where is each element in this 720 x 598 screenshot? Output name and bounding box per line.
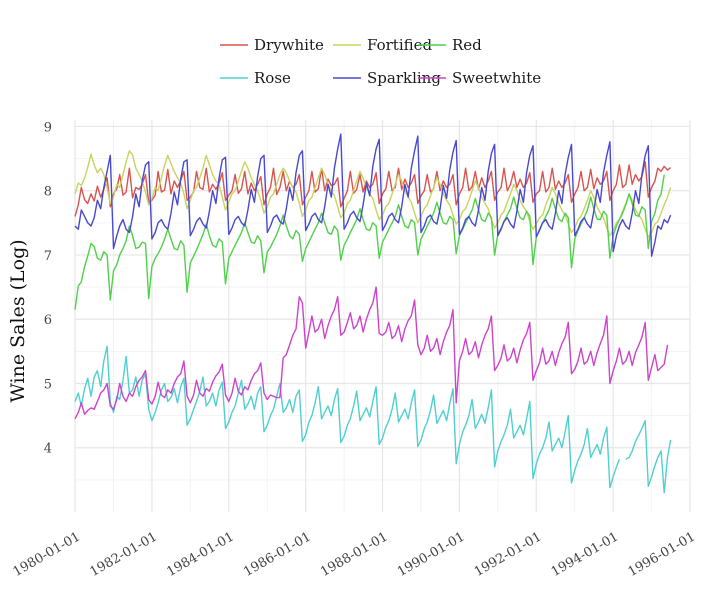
y-tick-label: 9 <box>44 120 52 135</box>
legend-item-drywhite: Drywhite <box>220 36 324 54</box>
legend: Drywhite Fortified Red Rose Sparkling Sweetwh… <box>220 36 541 87</box>
x-tick-label: 1994-01-01 <box>549 529 621 579</box>
legend-label: Sweetwhite <box>452 69 541 87</box>
series-line-rose <box>74 345 672 494</box>
x-tick-label: 1986-01-01 <box>241 529 313 579</box>
y-tick-label: 7 <box>44 249 52 264</box>
series-lines <box>74 133 672 494</box>
series-line-sweetwhite <box>74 286 669 420</box>
legend-label: Drywhite <box>254 36 324 54</box>
series-line-red <box>74 174 665 310</box>
legend-label: Sparkling <box>367 69 441 87</box>
legend-item-sweetwhite: Sweetwhite <box>418 69 541 87</box>
x-tick-label: 1980-01-01 <box>11 529 83 579</box>
y-tick-label: 4 <box>44 442 52 457</box>
x-tick-label: 1992-01-01 <box>472 529 544 579</box>
legend-item-rose: Rose <box>220 69 291 87</box>
x-tick-label: 1990-01-01 <box>395 529 467 579</box>
x-tick-label: 1988-01-01 <box>318 529 390 579</box>
y-tick-label: 8 <box>44 185 52 200</box>
legend-item-red: Red <box>418 36 482 54</box>
y-tick-label: 5 <box>44 377 52 392</box>
legend-label: Red <box>452 36 482 54</box>
x-tick-label: 1996-01-01 <box>626 529 698 579</box>
series-line-sparkling <box>74 133 672 257</box>
y-tick-label: 6 <box>44 313 52 328</box>
x-tick-label: 1984-01-01 <box>164 529 236 579</box>
legend-item-sparkling: Sparkling <box>333 69 441 87</box>
y-axis-label: Wine Sales (Log) <box>7 239 29 402</box>
legend-label: Fortified <box>367 36 432 54</box>
series-line-drywhite <box>74 161 672 217</box>
series-line-fortified <box>74 150 672 238</box>
y-axis-ticks: 4 5 6 7 8 9 <box>44 120 52 456</box>
legend-label: Rose <box>254 69 291 87</box>
x-axis-ticks: 1980-01-01 1982-01-01 1984-01-01 1986-01-01… <box>11 529 698 579</box>
x-tick-label: 1982-01-01 <box>88 529 160 579</box>
legend-item-fortified: Fortified <box>333 36 432 54</box>
